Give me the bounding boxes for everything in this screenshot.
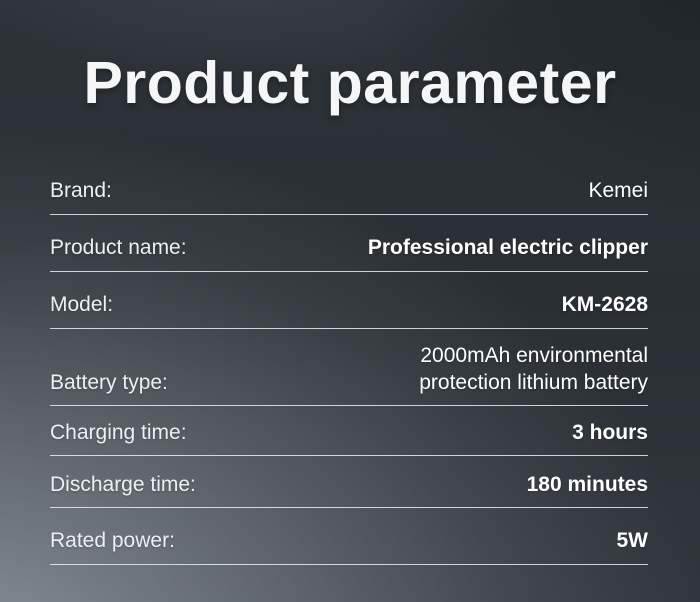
parameter-value: Kemei — [588, 178, 648, 202]
parameter-row: Rated power: 5W — [50, 508, 648, 565]
parameter-row: Charging time: 3 hours — [50, 406, 648, 456]
parameter-value: 180 minutes — [526, 472, 648, 496]
parameter-row: Product name: Professional electric clipp… — [50, 215, 648, 272]
parameter-label: Battery type: — [50, 370, 168, 394]
parameter-label: Rated power: — [50, 528, 175, 552]
parameter-row: Battery type: 2000mAh environmental prote… — [50, 329, 648, 406]
parameter-table: Brand: Kemei Product name: Professional ele… — [50, 158, 648, 565]
parameter-value: 5W — [616, 528, 649, 552]
parameter-row: Model: KM-2628 — [50, 272, 648, 329]
parameter-label: Charging time: — [50, 420, 187, 444]
parameter-label: Product name: — [50, 235, 187, 259]
parameter-label: Brand: — [50, 178, 112, 202]
parameter-row: Brand: Kemei — [50, 158, 648, 215]
parameter-value: 2000mAh environmental protection lithium… — [419, 343, 648, 394]
parameter-row: Discharge time: 180 minutes — [50, 456, 648, 508]
parameter-label: Discharge time: — [50, 472, 196, 496]
parameter-label: Model: — [50, 292, 114, 316]
parameter-value: KM-2628 — [561, 292, 648, 316]
parameter-value: 3 hours — [572, 420, 648, 444]
parameter-value: Professional electric clipper — [367, 235, 648, 259]
page-title: Product parameter — [83, 50, 617, 116]
